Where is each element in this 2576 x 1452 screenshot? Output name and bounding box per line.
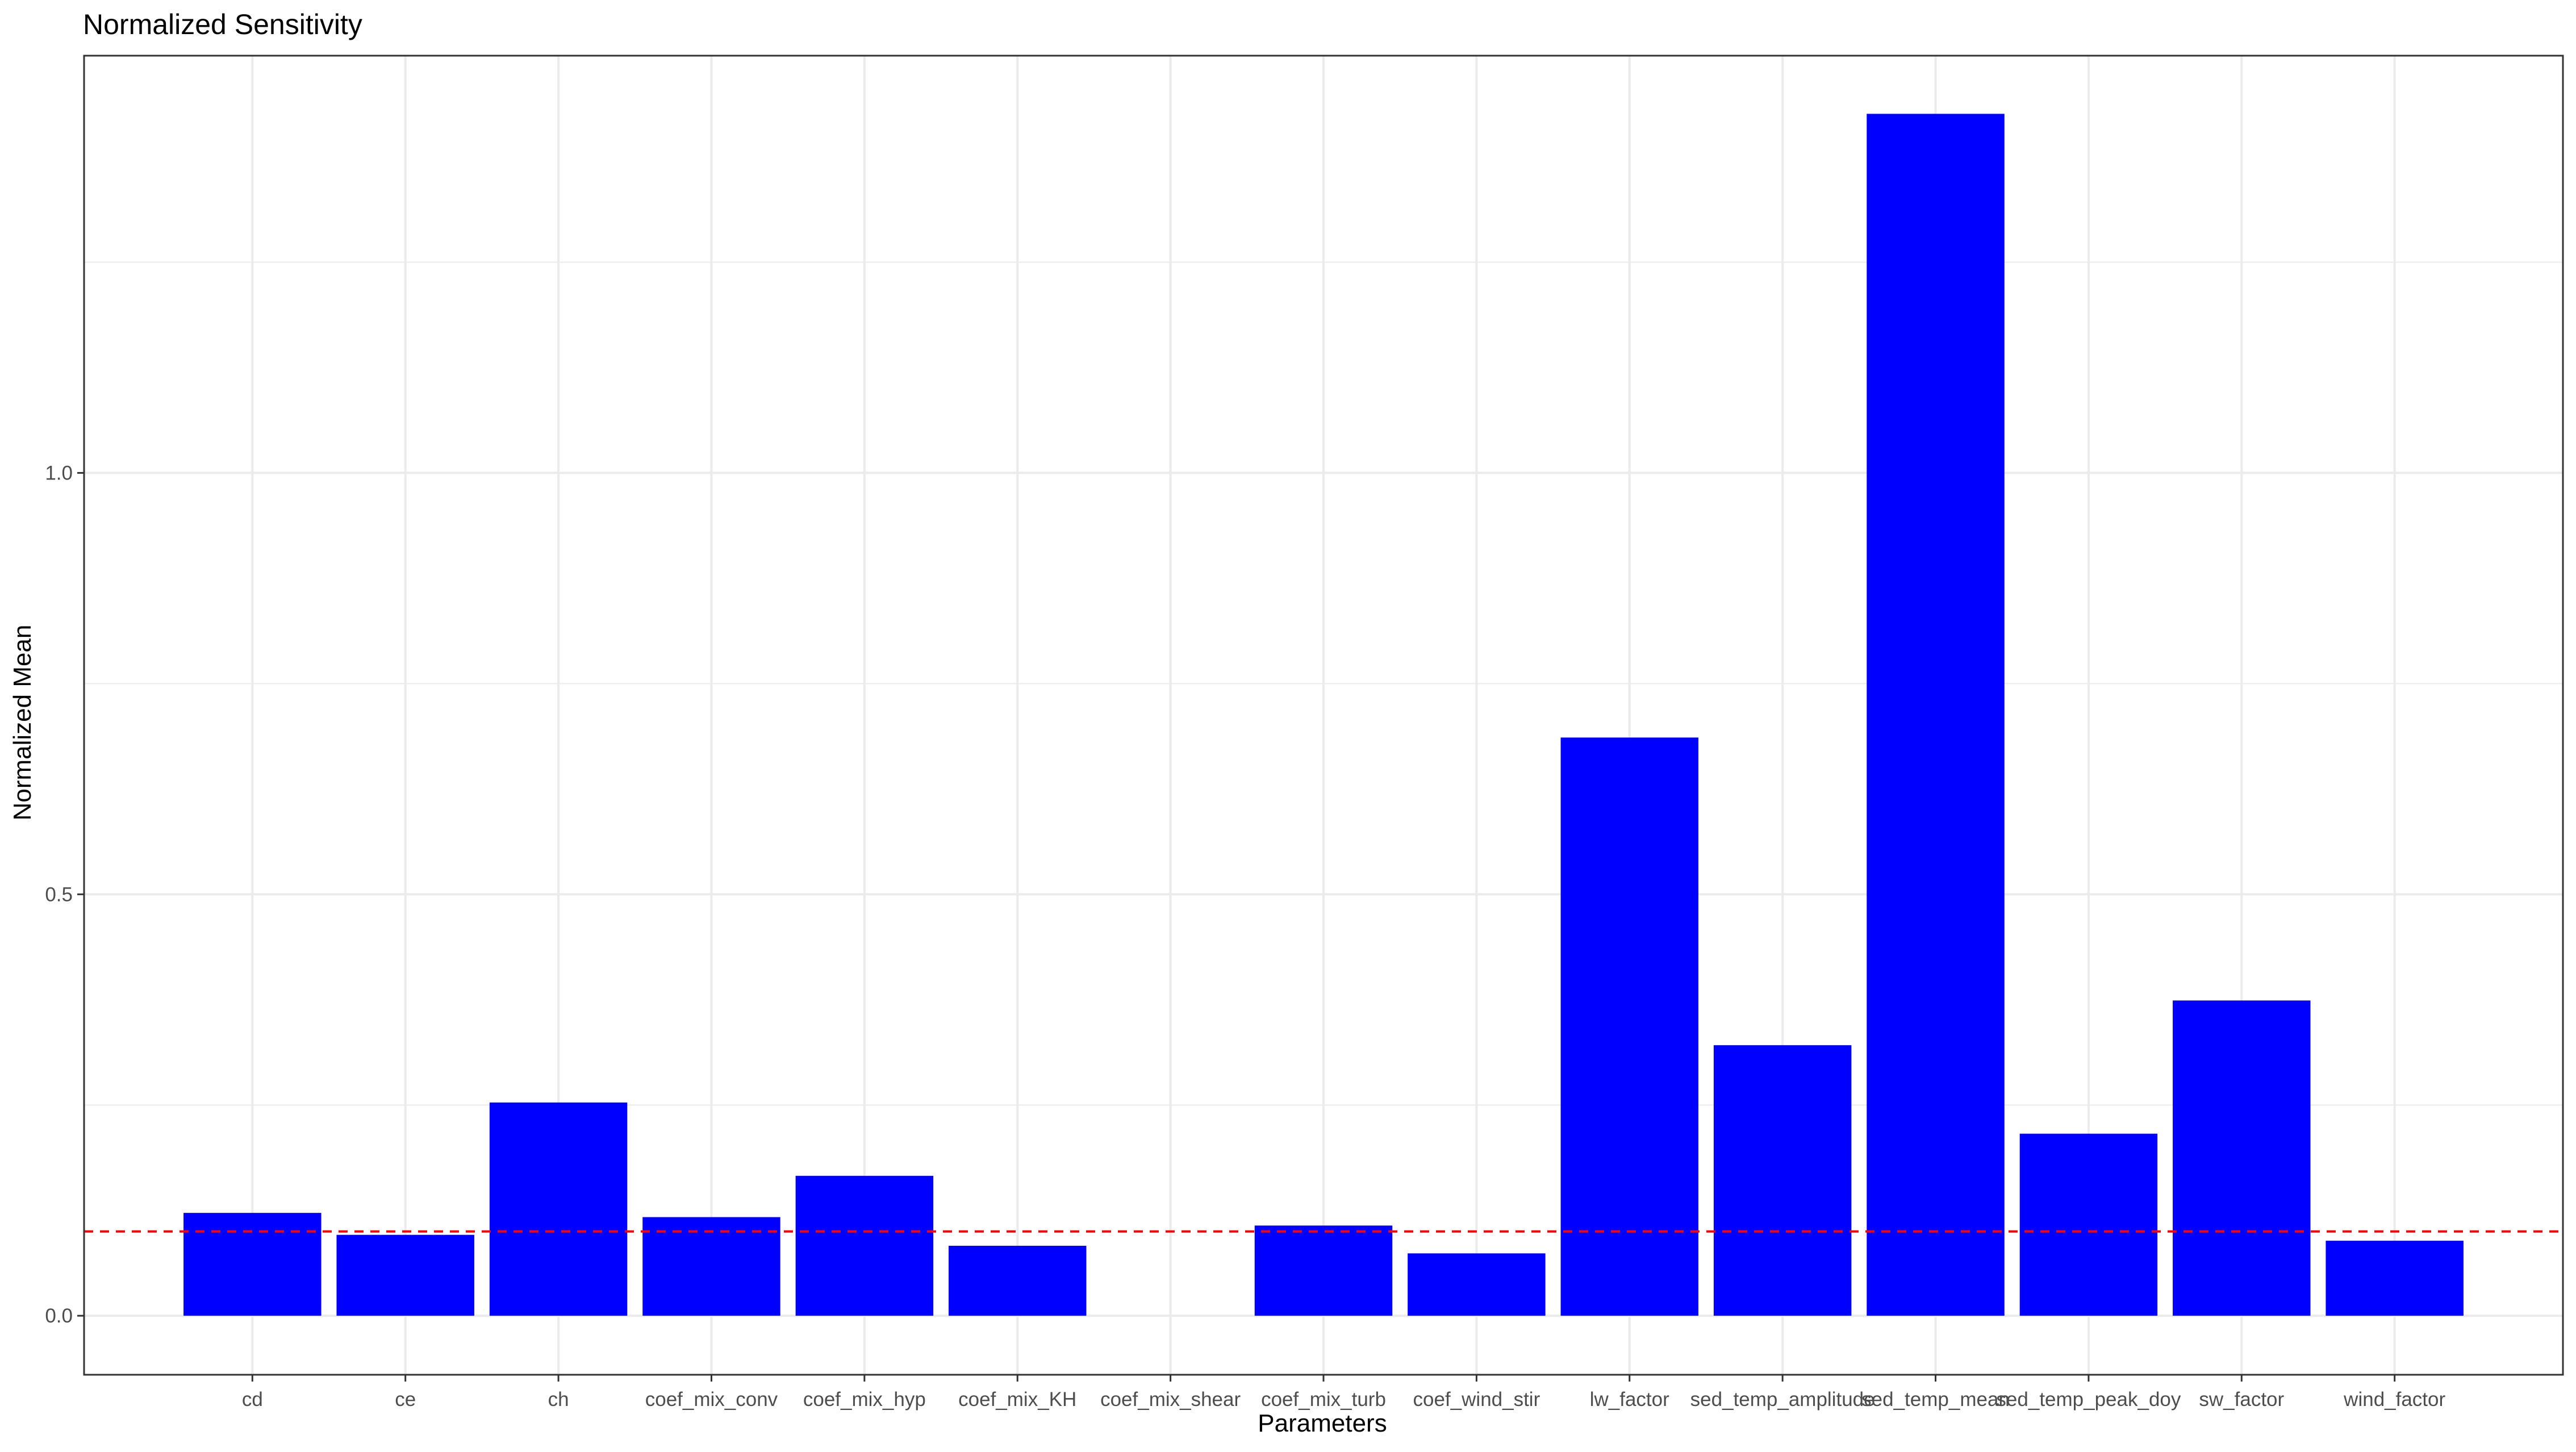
- x-axis-title: Parameters: [1258, 1409, 1387, 1437]
- bar-ce: [336, 1234, 474, 1316]
- y-tick-label: 0.0: [45, 1305, 73, 1327]
- x-tick-label: coef_wind_stir: [1413, 1388, 1540, 1411]
- bar-sed_temp_mean: [1867, 114, 2005, 1316]
- x-tick-label: sw_factor: [2199, 1388, 2284, 1411]
- bar-lw_factor: [1560, 737, 1698, 1316]
- x-tick-label: coef_mix_KH: [958, 1388, 1076, 1411]
- x-tick-label: sed_temp_mean: [1861, 1388, 2010, 1411]
- x-tick-label: coef_mix_hyp: [803, 1388, 926, 1411]
- x-tick-label: cd: [242, 1388, 263, 1411]
- x-tick-label: coef_mix_shear: [1100, 1388, 1241, 1411]
- bar-coef_wind_stir: [1408, 1253, 1546, 1316]
- x-tick-label: sed_temp_amplitude: [1690, 1388, 1875, 1411]
- bar-coef_mix_KH: [949, 1245, 1087, 1316]
- x-tick-label: coef_mix_turb: [1261, 1388, 1386, 1411]
- x-tick-label: ch: [548, 1388, 569, 1411]
- chart-title: Normalized Sensitivity: [83, 9, 362, 40]
- bar-sed_temp_amplitude: [1713, 1045, 1852, 1316]
- bars-layer: [183, 114, 2464, 1316]
- x-tick-label: coef_mix_conv: [645, 1388, 778, 1411]
- y-tick-label: 0.5: [45, 883, 73, 906]
- y-axis: 0.0 0.5 1.0: [45, 462, 84, 1327]
- bar-wind_factor: [2326, 1241, 2464, 1316]
- x-tick-label: sed_temp_peak_doy: [1996, 1388, 2181, 1411]
- bar-coef_mix_conv: [642, 1217, 780, 1316]
- bar-coef_mix_turb: [1254, 1225, 1393, 1316]
- y-tick-label: 1.0: [45, 462, 73, 484]
- x-tick-label: wind_factor: [2343, 1388, 2445, 1411]
- x-axis: cd ce ch coef_mix_conv coef_mix_hyp coef_mix_…: [242, 1375, 2446, 1411]
- bar-coef_mix_hyp: [795, 1175, 934, 1316]
- y-axis-title: Normalized Mean: [9, 625, 36, 821]
- x-tick-label: lw_factor: [1590, 1388, 1669, 1411]
- bar-ch: [489, 1102, 628, 1316]
- bar-sed_temp_peak_doy: [2019, 1133, 2158, 1316]
- x-tick-label: ce: [395, 1388, 416, 1411]
- bar-sw_factor: [2173, 1000, 2311, 1316]
- bar-cd: [183, 1213, 322, 1316]
